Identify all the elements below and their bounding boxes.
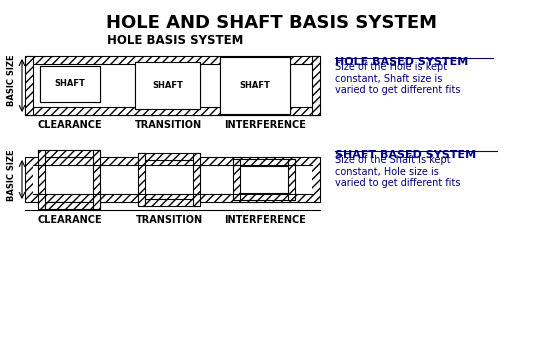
Text: BASIC SIZE: BASIC SIZE: [8, 150, 16, 201]
Text: SHAFT: SHAFT: [239, 81, 270, 90]
Bar: [40, 66, 46, 102]
Bar: [194, 62, 200, 109]
Bar: [288, 159, 295, 200]
Bar: [138, 153, 145, 206]
Text: INTERFERENCE: INTERFERENCE: [224, 215, 306, 225]
Text: TRANSITION: TRANSITION: [135, 215, 203, 225]
Text: HOLE BASIS SYSTEM: HOLE BASIS SYSTEM: [107, 34, 243, 47]
Bar: [40, 66, 100, 102]
Bar: [135, 62, 141, 109]
Bar: [233, 159, 240, 200]
Bar: [220, 57, 226, 114]
Bar: [38, 202, 100, 209]
Bar: [233, 193, 295, 200]
Bar: [138, 153, 200, 160]
Text: HOLE AND SHAFT BASIS SYSTEM: HOLE AND SHAFT BASIS SYSTEM: [105, 14, 437, 32]
Text: CLEARANCE: CLEARANCE: [37, 120, 102, 130]
Text: Size of the Shaft is kept
constant, Hole size is
varied to get different fits: Size of the Shaft is kept constant, Hole…: [335, 155, 460, 188]
Text: SHAFT: SHAFT: [152, 81, 183, 90]
Bar: [93, 150, 100, 209]
Bar: [94, 66, 100, 102]
Bar: [284, 57, 290, 114]
Bar: [38, 150, 100, 157]
Bar: [33, 165, 312, 194]
Bar: [25, 56, 33, 115]
Bar: [38, 150, 45, 209]
Bar: [25, 157, 320, 202]
Text: HOLE BASED SYSTEM: HOLE BASED SYSTEM: [335, 57, 468, 67]
Bar: [33, 64, 312, 107]
Bar: [135, 62, 200, 109]
Bar: [193, 153, 200, 206]
Text: SHAFT: SHAFT: [54, 79, 85, 89]
Text: BASIC SIZE: BASIC SIZE: [8, 55, 16, 106]
Bar: [220, 57, 290, 114]
Text: TRANSITION: TRANSITION: [135, 120, 201, 130]
Bar: [25, 107, 320, 115]
Text: Size of the Hole is kept
constant, Shaft size is
varied to get different fits: Size of the Hole is kept constant, Shaft…: [335, 62, 460, 95]
Text: SHAFT BASED SYSTEM: SHAFT BASED SYSTEM: [335, 150, 476, 160]
Text: INTERFERENCE: INTERFERENCE: [224, 120, 306, 130]
Bar: [233, 159, 295, 166]
Bar: [312, 56, 320, 115]
Bar: [138, 199, 200, 206]
Bar: [25, 56, 320, 64]
Text: CLEARANCE: CLEARANCE: [37, 215, 102, 225]
